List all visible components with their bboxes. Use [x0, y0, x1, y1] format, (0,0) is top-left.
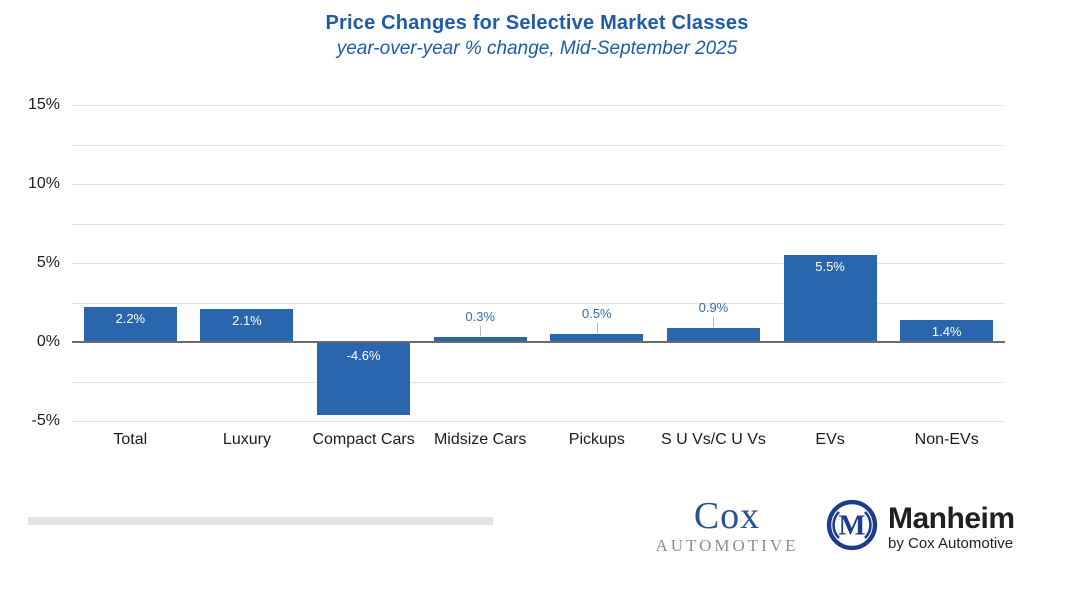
bar-non-evs	[900, 319, 994, 342]
chart-header: Price Changes for Selective Market Class…	[0, 12, 1074, 60]
gridline	[72, 184, 1005, 185]
y-axis-tick-label: 15%	[27, 96, 60, 113]
chart-subtitle: year-over-year % change, Mid-September 2…	[336, 38, 738, 59]
x-axis-category-label-midsize-cars: Midsize Cars	[433, 431, 527, 448]
bar-compact-cars	[317, 342, 411, 415]
label-leader-line	[713, 316, 715, 327]
y-axis-tick-label: -5%	[31, 412, 60, 429]
gridline	[72, 223, 1005, 225]
x-axis-category-label-total: Total	[113, 431, 148, 448]
footer-divider-bar	[28, 517, 493, 525]
label-leader-line	[480, 326, 482, 337]
x-axis-category-label-pickups: Pickups	[568, 431, 625, 448]
gridline	[72, 381, 1005, 383]
cox-logo-automotive-label: AUTOMOTIVE	[655, 536, 799, 555]
gridline	[72, 302, 1005, 304]
y-axis-labels: 15% 10% 5% 0% -5%	[0, 96, 62, 429]
bar-value-label: 1.4%	[931, 323, 962, 339]
manheim-wordmark: Manheim	[888, 501, 1015, 535]
cox-automotive-logo: Cox AUTOMOTIVE	[645, 495, 809, 556]
x-axis-labels: Total Luxury Compact Cars Midsize Cars Picku…	[72, 431, 1005, 453]
plot-area: 2.2% 2.1% -4.6% 0.3% 0.5% 0.9% 5.5% 1.4%	[72, 105, 1005, 422]
cox-logo-wordmark: Cox	[693, 495, 761, 537]
bar-evs	[783, 255, 877, 342]
gridline	[72, 421, 1005, 422]
bar-value-label: 0.9%	[698, 299, 729, 315]
bar-total	[83, 307, 177, 342]
manheim-logo-text: Manheim by Cox Automotive	[888, 501, 1015, 552]
manheim-tagline: by Cox Automotive	[888, 534, 1014, 552]
y-axis-tick-label: 0%	[36, 333, 60, 350]
chart-title: Price Changes for Selective Market Class…	[325, 12, 749, 34]
x-axis-category-label-non-evs: Non-EVs	[914, 431, 979, 448]
bar-value-label: -4.6%	[346, 348, 381, 363]
zero-axis-line	[72, 341, 1005, 343]
y-axis-tick-label: 5%	[36, 254, 60, 271]
x-axis-category-label-s-u-vs-c-u-vs: S U Vs/C U Vs	[660, 431, 766, 448]
bar-pickups	[550, 334, 644, 342]
bar-value-label: 2.1%	[232, 312, 262, 328]
gridline	[72, 105, 1005, 106]
bar-s-u-vs-c-u-vs	[666, 327, 760, 342]
manheim-logo-icon: M	[826, 499, 878, 556]
bar-midsize-cars	[433, 337, 527, 342]
bar-value-label: 0.5%	[581, 306, 612, 322]
y-axis-tick-label: 10%	[27, 175, 60, 192]
bar-value-label: 0.3%	[465, 309, 495, 325]
bar-value-label: 2.2%	[115, 311, 146, 327]
x-axis-category-label-luxury: Luxury	[222, 431, 271, 448]
manheim-monogram: M	[839, 511, 866, 542]
label-leader-line	[596, 323, 598, 334]
bar-luxury	[200, 308, 294, 342]
manheim-logo: M Manheim by Cox Automotive	[826, 499, 1015, 556]
bar-value-label: 5.5%	[815, 259, 845, 275]
gridline	[72, 263, 1005, 264]
x-axis-category-label-evs: EVs	[815, 431, 845, 448]
x-axis-category-label-compact-cars: Compact Cars	[312, 431, 415, 448]
gridline	[72, 144, 1005, 146]
